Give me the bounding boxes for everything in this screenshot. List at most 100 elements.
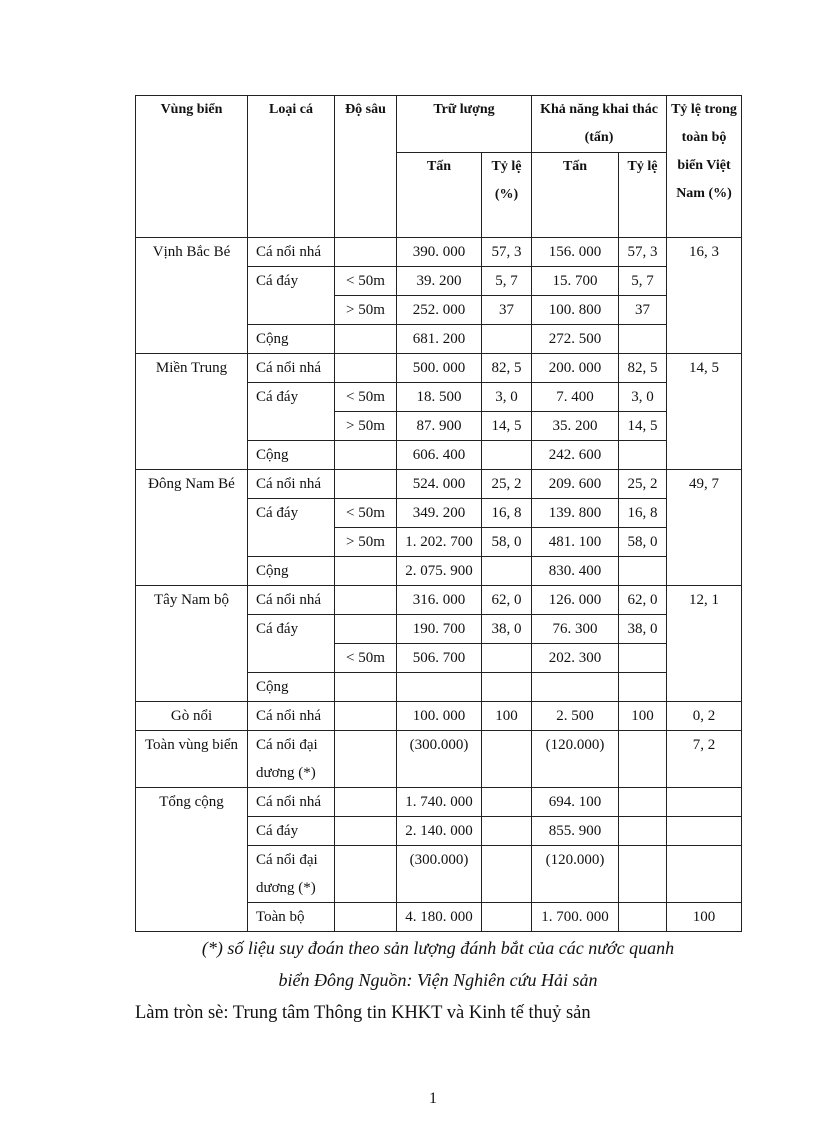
exploit-ton: 100. 800 bbox=[531, 295, 619, 325]
exploit-ratio bbox=[618, 324, 667, 354]
exploit-ton: 15. 700 bbox=[531, 266, 619, 296]
reserve-ton: 506. 700 bbox=[396, 643, 482, 673]
reserve-ratio: 14, 5 bbox=[481, 411, 532, 441]
depth: < 50m bbox=[334, 266, 397, 296]
exploit-ton: 209. 600 bbox=[531, 469, 619, 499]
reserve-ratio bbox=[481, 902, 532, 932]
reserve-ratio: 5, 7 bbox=[481, 266, 532, 296]
header-depth: Độ sâu bbox=[334, 95, 397, 238]
exploit-ton: 830. 400 bbox=[531, 556, 619, 586]
table-row: Miền Trung Cá nổi nhá 500. 000 82, 5 200. 00… bbox=[135, 353, 742, 470]
reserve-ton: 524. 000 bbox=[396, 469, 482, 499]
exploit-ratio: 14, 5 bbox=[618, 411, 667, 441]
region-name: Toàn vùng biển bbox=[135, 730, 248, 788]
exploit-ton bbox=[531, 672, 619, 702]
reserve-ton bbox=[396, 672, 482, 702]
exploit-ton: (120.000) bbox=[531, 730, 619, 788]
exploit-ton: (120.000) bbox=[531, 845, 619, 903]
reserve-ton: 1. 202. 700 bbox=[396, 527, 482, 557]
depth: > 50m bbox=[334, 527, 397, 557]
reserve-ratio bbox=[481, 672, 532, 702]
reserve-ratio bbox=[481, 787, 532, 817]
fish-type: Cá đáy bbox=[247, 498, 335, 557]
header-reserve: Trữ lượng bbox=[396, 95, 532, 153]
exploit-ton: 2. 500 bbox=[531, 701, 619, 731]
fish-type: Cá nổi đại dương (*) bbox=[247, 730, 335, 788]
fish-type: Cộng bbox=[247, 440, 335, 470]
table-row: > 50m 1. 202. 700 58, 0 481. 100 58, 0 bbox=[136, 527, 742, 557]
reserve-ratio: 38, 0 bbox=[481, 614, 532, 644]
exploit-ton: 694. 100 bbox=[531, 787, 619, 817]
exploit-ton: 855. 900 bbox=[531, 816, 619, 846]
reserve-ton: 390. 000 bbox=[396, 237, 482, 267]
depth bbox=[334, 845, 397, 903]
reserve-ratio bbox=[481, 816, 532, 846]
header-exploit-ratio: Tỷ lệ bbox=[618, 152, 667, 238]
fish-type: Cá đáy bbox=[247, 816, 335, 846]
table-row: Cá nổi đại dương (*) (300.000) (120.000) bbox=[136, 845, 742, 903]
header-fish-type: Loại cá bbox=[247, 95, 335, 238]
depth: < 50m bbox=[334, 498, 397, 528]
depth bbox=[334, 816, 397, 846]
header-share: Tỷ lệ trong toàn bộ biển Việt Nam (%) bbox=[666, 95, 742, 238]
reserve-ton: 681. 200 bbox=[396, 324, 482, 354]
region-name: Gò nổi bbox=[135, 701, 248, 731]
page-content: Vùng biển Loại cá Độ sâu Trữ lượng Khả n… bbox=[135, 95, 742, 1108]
table-row: Toàn vùng biển Cá nổi đại dương (*) (300.0… bbox=[135, 730, 742, 788]
fish-type: Cá đáy bbox=[247, 266, 335, 325]
national-share bbox=[666, 816, 742, 846]
exploit-ratio bbox=[618, 730, 667, 788]
exploit-ton: 272. 500 bbox=[531, 324, 619, 354]
reserve-ratio bbox=[481, 730, 532, 788]
exploit-ratio: 25, 2 bbox=[618, 469, 667, 499]
reserve-ton: 316. 000 bbox=[396, 585, 482, 615]
table-row: < 50m 506. 700 202. 300 bbox=[136, 643, 742, 673]
exploit-ratio bbox=[618, 440, 667, 470]
exploit-ratio bbox=[618, 556, 667, 586]
depth bbox=[334, 324, 397, 354]
exploit-ratio: 62, 0 bbox=[618, 585, 667, 615]
exploit-ratio: 5, 7 bbox=[618, 266, 667, 296]
reserve-ton: 87. 900 bbox=[396, 411, 482, 441]
region-name: Miền Trung bbox=[135, 353, 248, 470]
reserve-ratio bbox=[481, 324, 532, 354]
depth bbox=[334, 440, 397, 470]
fish-type: Cá nổi nhá bbox=[247, 237, 335, 267]
fish-type: Cộng bbox=[247, 672, 335, 702]
reserve-ton: 39. 200 bbox=[396, 266, 482, 296]
fish-type: Cá nổi đại dương (*) bbox=[247, 845, 335, 903]
header-region: Vùng biển bbox=[135, 95, 248, 238]
exploit-ton: 35. 200 bbox=[531, 411, 619, 441]
exploit-ratio: 16, 8 bbox=[618, 498, 667, 528]
reserve-ton: 500. 000 bbox=[396, 353, 482, 383]
reserve-ton: 18. 500 bbox=[396, 382, 482, 412]
national-share: 100 bbox=[666, 902, 742, 932]
fish-type: Cá nổi nhá bbox=[247, 787, 335, 817]
reserve-ton: (300.000) bbox=[396, 845, 482, 903]
table-row: Vịnh Bắc Bé Cá nổi nhá 390. 000 57, 3 156. 0… bbox=[135, 237, 742, 354]
exploit-ton: 481. 100 bbox=[531, 527, 619, 557]
table-row: Gò nổi Cá nổi nhá 100. 000 100 2. 500 100 0, 2 bbox=[135, 701, 742, 731]
reserve-ton: 252. 000 bbox=[396, 295, 482, 325]
exploit-ratio bbox=[618, 816, 667, 846]
reserve-ratio bbox=[481, 643, 532, 673]
fish-type: Cá nổi nhá bbox=[247, 585, 335, 615]
reserve-ratio: 37 bbox=[481, 295, 532, 325]
exploit-ton: 126. 000 bbox=[531, 585, 619, 615]
exploit-ratio: 58, 0 bbox=[618, 527, 667, 557]
exploit-ratio bbox=[618, 902, 667, 932]
national-share: 49, 7 bbox=[666, 469, 742, 586]
national-share: 14, 5 bbox=[666, 353, 742, 470]
region-name: Vịnh Bắc Bé bbox=[135, 237, 248, 354]
reserve-ratio: 3, 0 bbox=[481, 382, 532, 412]
fish-type: Cá nổi nhá bbox=[247, 701, 335, 731]
reserve-ton: 2. 075. 900 bbox=[396, 556, 482, 586]
national-share: 7, 2 bbox=[666, 730, 742, 788]
exploit-ratio: 37 bbox=[618, 295, 667, 325]
reserve-ratio bbox=[481, 845, 532, 903]
national-share bbox=[666, 845, 742, 903]
exploit-ratio: 82, 5 bbox=[618, 353, 667, 383]
table-row: Toàn bộ 4. 180. 000 1. 700. 000 100 bbox=[136, 902, 742, 932]
fish-type: Cộng bbox=[247, 556, 335, 586]
depth bbox=[334, 672, 397, 702]
